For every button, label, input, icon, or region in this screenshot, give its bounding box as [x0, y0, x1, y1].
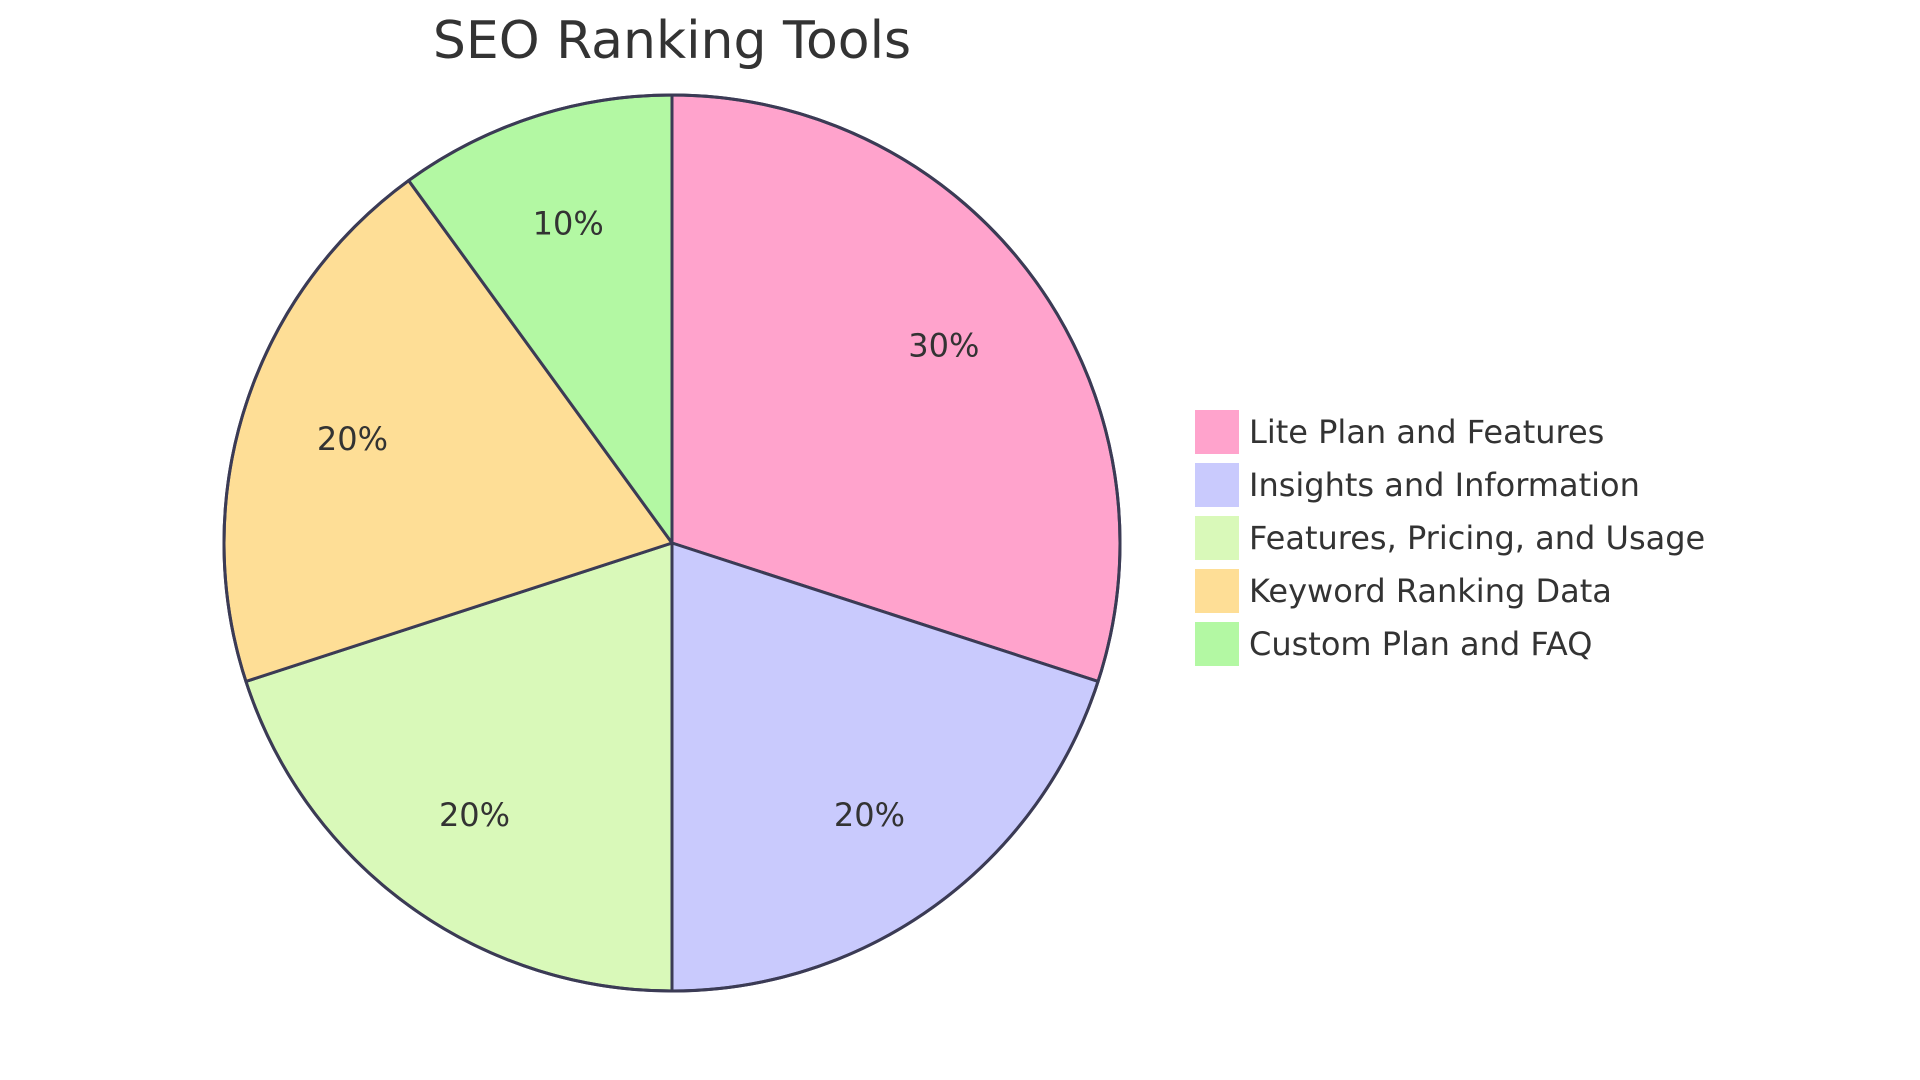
pie-outline: [222, 93, 1122, 993]
pie-slice-labels: 30% 20% 20% 20% 10%: [317, 204, 980, 833]
legend-label-custom-plan-and-faq: Custom Plan and FAQ: [1249, 625, 1592, 663]
legend-swatch-keyword-ranking-data: [1195, 569, 1239, 613]
legend-swatch-lite-plan-and-features: [1195, 410, 1239, 454]
legend: Lite Plan and Features Insights and Infor…: [1195, 410, 1705, 666]
slice-label-lite-plan-and-features: 30%: [908, 327, 979, 365]
slice-label-custom-plan-and-faq: 10%: [533, 204, 604, 242]
legend-item-custom-plan-and-faq: Custom Plan and FAQ: [1195, 622, 1592, 666]
legend-label-lite-plan-and-features: Lite Plan and Features: [1249, 413, 1604, 451]
slice-label-keyword-ranking-data: 20%: [317, 420, 388, 458]
legend-item-insights-and-information: Insights and Information: [1195, 463, 1640, 507]
legend-item-features-pricing-and-usage: Features, Pricing, and Usage: [1195, 516, 1705, 560]
pie-slices: [222, 93, 1122, 993]
slice-label-insights-and-information: 20%: [834, 796, 905, 834]
legend-swatch-custom-plan-and-faq: [1195, 622, 1239, 666]
legend-item-lite-plan-and-features: Lite Plan and Features: [1195, 410, 1604, 454]
chart-title: SEO Ranking Tools: [433, 11, 911, 71]
legend-item-keyword-ranking-data: Keyword Ranking Data: [1195, 569, 1612, 613]
legend-label-insights-and-information: Insights and Information: [1249, 466, 1640, 504]
legend-label-keyword-ranking-data: Keyword Ranking Data: [1249, 572, 1612, 610]
slice-label-features-pricing-and-usage: 20%: [439, 796, 510, 834]
legend-label-features-pricing-and-usage: Features, Pricing, and Usage: [1249, 519, 1705, 557]
legend-swatch-insights-and-information: [1195, 463, 1239, 507]
legend-swatch-features-pricing-and-usage: [1195, 516, 1239, 560]
